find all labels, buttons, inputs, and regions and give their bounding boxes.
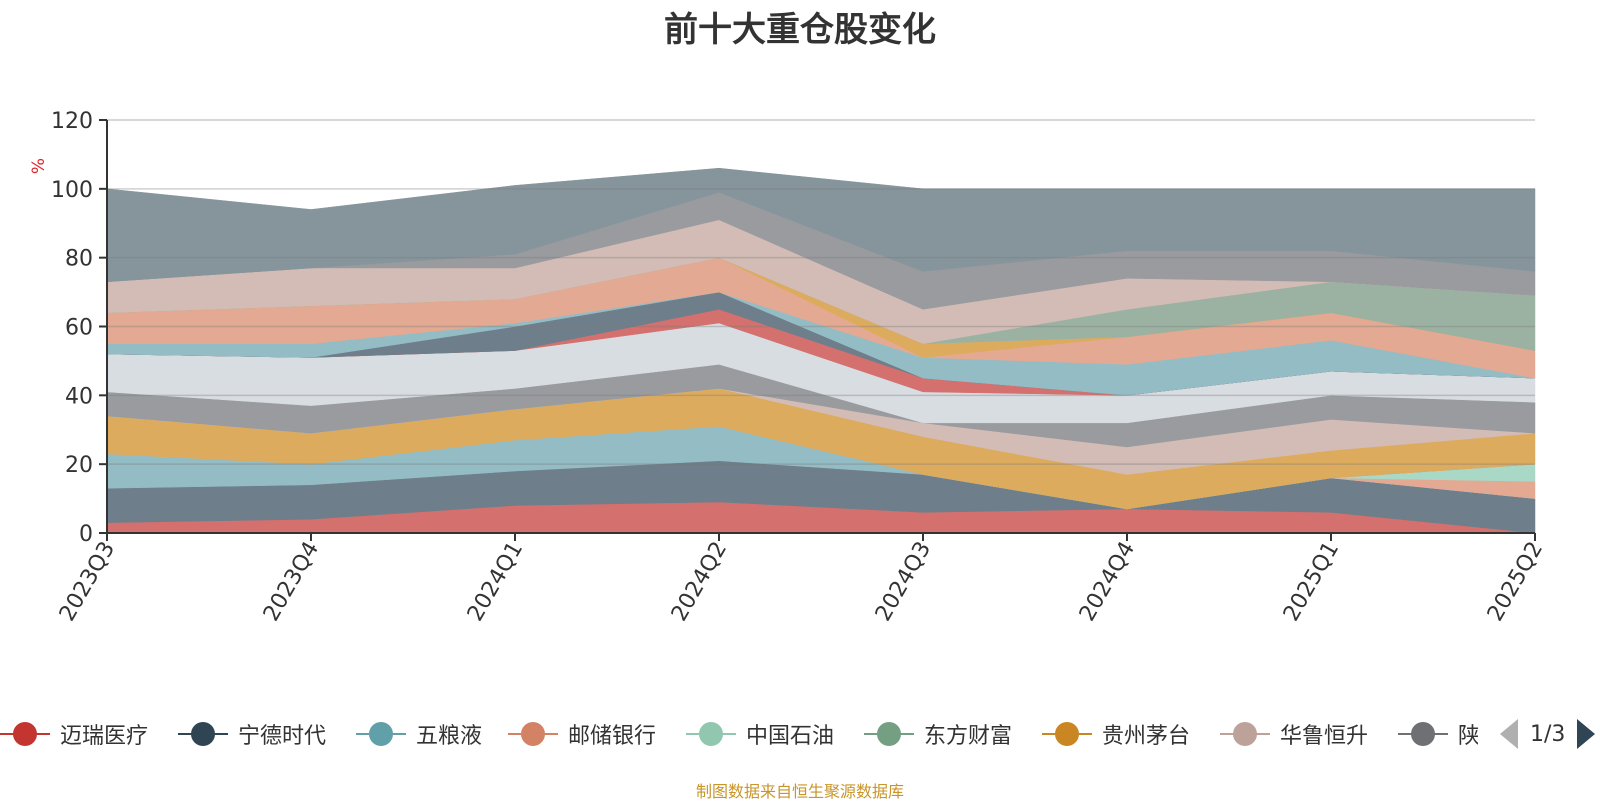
y-tick-label: 80	[65, 247, 93, 272]
chart-title: 前十大重仓股变化	[664, 10, 936, 50]
legend-item[interactable]: 邮储银行	[508, 714, 656, 754]
legend-marker-icon	[508, 721, 558, 747]
next-page-icon[interactable]	[1577, 719, 1596, 749]
legend-marker-icon	[686, 721, 736, 747]
y-tick-label: 40	[65, 384, 93, 409]
legend-marker-icon	[178, 721, 228, 747]
area-layer	[106, 167, 1536, 534]
x-tick-label: 2024Q3	[871, 538, 936, 626]
x-tick-label: 2024Q2	[667, 538, 732, 626]
legend-label: 东方财富	[924, 724, 1013, 749]
page-indicator: 1/3	[1530, 721, 1566, 747]
y-tick-label: 0	[79, 522, 93, 547]
y-axis-unit: %	[29, 158, 49, 174]
legend: 迈瑞医疗 宁德时代 五粮液 邮储银行 中国石油 东方财富 贵州茅台 华鲁恒升 陕西煤业	[0, 714, 1600, 754]
legend-items: 迈瑞医疗 宁德时代 五粮液 邮储银行 中国石油 东方财富 贵州茅台 华鲁恒升 陕西煤业	[0, 714, 1478, 754]
legend-marker-icon	[356, 721, 406, 747]
legend-item[interactable]: 贵州茅台	[1042, 714, 1190, 754]
legend-label: 中国石油	[746, 724, 835, 749]
legend-marker-icon	[1220, 721, 1270, 747]
chart-plot: 0 20 40 60 80 100 120% 2023Q3 2023Q4 2024Q1 2024Q2…	[29, 109, 1548, 626]
x-tick-label: 2024Q1	[463, 538, 528, 626]
legend-item[interactable]: 宁德时代	[178, 714, 326, 754]
area-series-18	[106, 167, 1536, 283]
y-tick-label: 60	[65, 316, 93, 341]
x-tick-label: 2025Q2	[1483, 538, 1548, 626]
legend-marker-icon	[1042, 721, 1092, 747]
legend-label: 邮储银行	[568, 724, 657, 749]
legend-marker-icon	[1398, 721, 1448, 747]
legend-label: 五粮液	[416, 724, 483, 749]
x-tick-label: 2023Q3	[55, 538, 120, 626]
legend-item[interactable]: 东方财富	[864, 714, 1012, 754]
x-tick-label: 2023Q4	[259, 538, 324, 626]
grid-layer	[107, 119, 1535, 465]
legend-item[interactable]: 五粮液	[356, 714, 482, 754]
legend-label: 宁德时代	[238, 724, 327, 749]
legend-item[interactable]: 迈瑞医疗	[0, 714, 148, 754]
source-note: 制图数据来自恒生聚源数据库	[695, 782, 904, 801]
legend-label: 贵州茅台	[1102, 724, 1191, 749]
legend-label: 迈瑞医疗	[60, 724, 149, 749]
legend-label: 华鲁恒升	[1280, 724, 1369, 749]
x-tick-label: 2025Q1	[1279, 538, 1344, 626]
y-tick-label: 100	[51, 178, 93, 203]
legend-label: 陕西煤业	[1458, 724, 1478, 749]
legend-marker-icon	[864, 721, 914, 747]
legend-item[interactable]: 华鲁恒升	[1220, 714, 1368, 754]
legend-item[interactable]: 中国石油	[686, 714, 834, 754]
prev-page-icon[interactable]	[1500, 719, 1518, 749]
y-tick-label: 20	[65, 453, 93, 478]
x-tick-label: 2024Q4	[1075, 538, 1140, 626]
legend-item[interactable]: 陕西煤业	[1398, 714, 1478, 754]
y-tick-label: 120	[51, 109, 93, 134]
legend-marker-icon	[0, 721, 50, 747]
legend-pager: 1/3	[1500, 718, 1596, 750]
